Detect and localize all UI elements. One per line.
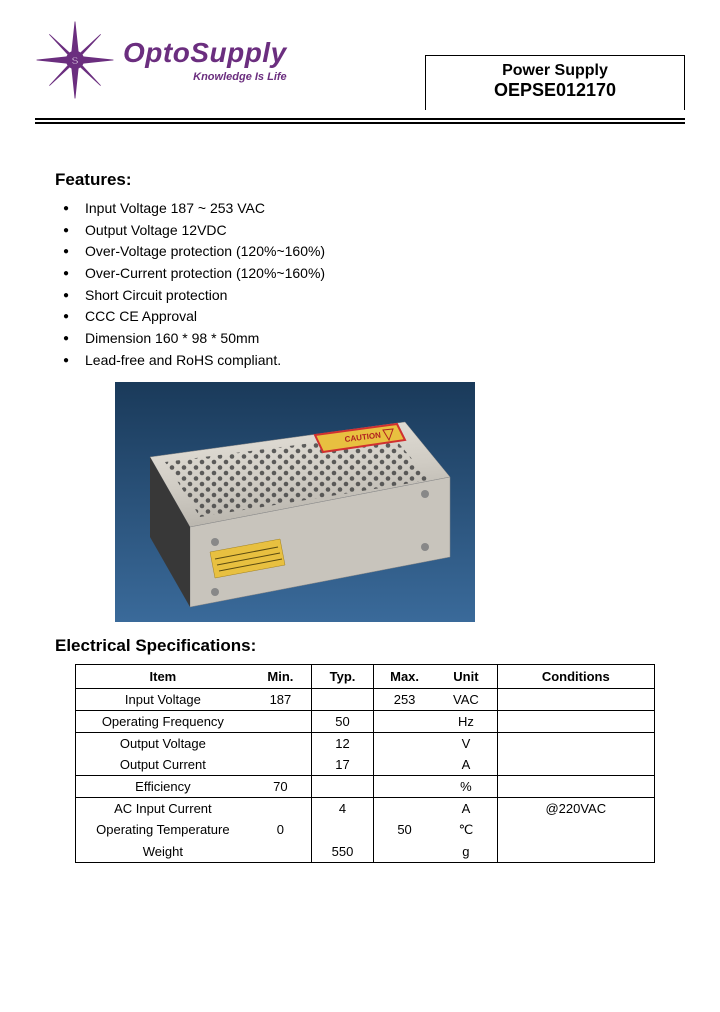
table-row: Efficiency70% <box>76 775 655 797</box>
product-type: Power Supply <box>426 62 684 80</box>
cell-item: Output Voltage <box>76 732 250 754</box>
brand-name: OptoSupply <box>123 37 287 69</box>
cell-max <box>373 797 435 819</box>
cell-min: 70 <box>250 775 312 797</box>
cell-typ: 17 <box>312 754 374 776</box>
product-photo: CAUTION <box>115 382 475 622</box>
cell-unit: % <box>435 775 497 797</box>
cell-min <box>250 710 312 732</box>
cell-cond <box>497 841 654 863</box>
cell-cond <box>497 710 654 732</box>
feature-item: Over-Voltage protection (120%~160%) <box>85 241 665 263</box>
col-unit: Unit <box>435 664 497 688</box>
table-header-row: Item Min. Typ. Max. Unit Conditions <box>76 664 655 688</box>
star-logo-icon: S <box>35 20 115 100</box>
cell-typ: 50 <box>312 710 374 732</box>
cell-max <box>373 732 435 754</box>
cell-min: 0 <box>250 819 312 841</box>
col-min: Min. <box>250 664 312 688</box>
part-number: OEPSE012170 <box>426 80 684 101</box>
cell-cond <box>497 775 654 797</box>
cell-typ <box>312 819 374 841</box>
specs-table: Item Min. Typ. Max. Unit Conditions Inpu… <box>75 664 655 863</box>
table-row: Output Voltage 12 V <box>76 732 655 754</box>
table-row: Input Voltage187 253VAC <box>76 688 655 710</box>
cell-min <box>250 754 312 776</box>
feature-item: Output Voltage 12VDC <box>85 220 665 242</box>
cell-min: 187 <box>250 688 312 710</box>
cell-unit: ℃ <box>435 819 497 841</box>
cell-cond <box>497 688 654 710</box>
cell-item: Output Current <box>76 754 250 776</box>
col-item: Item <box>76 664 250 688</box>
cell-unit: g <box>435 841 497 863</box>
feature-item: Dimension 160 * 98 * 50mm <box>85 328 665 350</box>
cell-max: 50 <box>373 819 435 841</box>
specs-heading: Electrical Specifications: <box>55 636 665 656</box>
cell-unit: A <box>435 754 497 776</box>
cell-item: AC Input Current <box>76 797 250 819</box>
cell-item: Input Voltage <box>76 688 250 710</box>
cell-typ: 550 <box>312 841 374 863</box>
cell-unit: Hz <box>435 710 497 732</box>
cell-item: Operating Temperature <box>76 819 250 841</box>
brand-text: OptoSupply Knowledge Is Life <box>123 37 287 83</box>
features-list: Input Voltage 187 ~ 253 VAC Output Volta… <box>55 198 665 372</box>
col-cond: Conditions <box>497 664 654 688</box>
cell-max <box>373 841 435 863</box>
cell-min <box>250 797 312 819</box>
table-row: Operating Frequency 50 Hz <box>76 710 655 732</box>
logo-block: S OptoSupply Knowledge Is Life <box>35 20 287 100</box>
cell-cond <box>497 754 654 776</box>
col-max: Max. <box>373 664 435 688</box>
table-row: Operating Temperature0 50℃ <box>76 819 655 841</box>
datasheet-page: S OptoSupply Knowledge Is Life Power Sup… <box>0 0 720 883</box>
feature-item: CCC CE Approval <box>85 306 665 328</box>
cell-max <box>373 754 435 776</box>
cell-unit: V <box>435 732 497 754</box>
svg-text:S: S <box>72 56 79 67</box>
cell-typ <box>312 688 374 710</box>
table-row: AC Input Current 4 A@220VAC <box>76 797 655 819</box>
table-row: Output Current 17 A <box>76 754 655 776</box>
feature-item: Over-Current protection (120%~160%) <box>85 263 665 285</box>
cell-unit: A <box>435 797 497 819</box>
col-typ: Typ. <box>312 664 374 688</box>
cell-min <box>250 732 312 754</box>
cell-typ: 12 <box>312 732 374 754</box>
cell-item: Efficiency <box>76 775 250 797</box>
content: Features: Input Voltage 187 ~ 253 VAC Ou… <box>35 170 685 863</box>
brand-tagline: Knowledge Is Life <box>123 71 287 83</box>
table-row: Weight 550 g <box>76 841 655 863</box>
cell-unit: VAC <box>435 688 497 710</box>
cell-cond <box>497 732 654 754</box>
feature-item: Input Voltage 187 ~ 253 VAC <box>85 198 665 220</box>
cell-typ <box>312 775 374 797</box>
title-box: Power Supply OEPSE012170 <box>425 55 685 110</box>
cell-item: Weight <box>76 841 250 863</box>
cell-max <box>373 775 435 797</box>
features-heading: Features: <box>55 170 665 190</box>
feature-item: Short Circuit protection <box>85 285 665 307</box>
feature-item: Lead-free and RoHS compliant. <box>85 350 665 372</box>
cell-typ: 4 <box>312 797 374 819</box>
cell-cond <box>497 819 654 841</box>
cell-cond: @220VAC <box>497 797 654 819</box>
cell-max: 253 <box>373 688 435 710</box>
cell-item: Operating Frequency <box>76 710 250 732</box>
header: S OptoSupply Knowledge Is Life Power Sup… <box>35 20 685 130</box>
cell-max <box>373 710 435 732</box>
cell-min <box>250 841 312 863</box>
header-divider <box>35 118 685 124</box>
